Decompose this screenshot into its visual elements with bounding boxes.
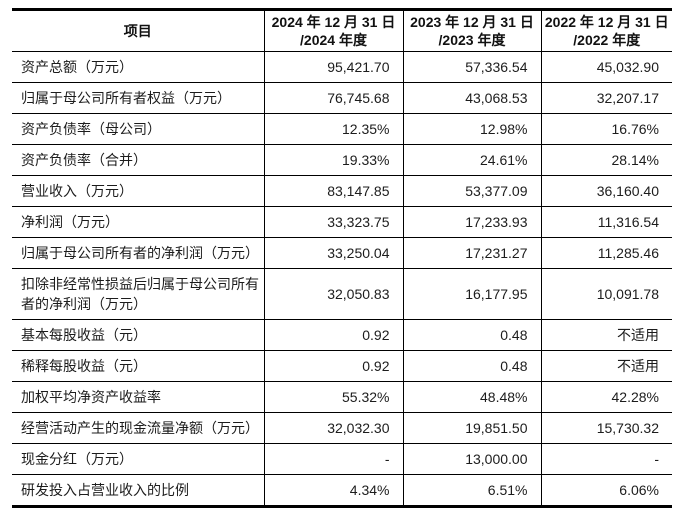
row-label: 扣除非经常性损益后归属于母公司所有者的净利润（万元） [12,268,264,320]
row-label: 资产负债率（母公司） [12,113,264,145]
row-label: 研发投入占营业收入的比例 [21,482,189,498]
row-label: 归属于母公司所有者的净利润（万元） [12,237,264,269]
row-label: 经营活动产生的现金流量净额（万元） [12,412,264,444]
table-row: 扣除非经常性损益后归属于母公司所有者的净利润（万元） 32,050.83 16,17… [12,268,672,320]
cell-value: 43,068.53 [402,82,541,114]
cell-value: 0.48 [402,350,541,382]
cell-value: 10,091.78 [540,268,672,320]
cell-value: 33,250.04 [263,237,403,269]
cell-value: 32,050.83 [263,268,403,320]
period-date: 2023 年 12 月 31 日 [410,14,534,30]
table-row: 归属于母公司所有者权益（万元） 76,745.68 43,068.53 32,207.… [12,82,672,114]
cell-value: 4.34% [263,474,403,507]
cell-value: 48.48% [402,381,541,413]
cell-value: 95,421.70 [263,51,403,83]
financial-summary-table: 项目 2024 年 12 月 31 日 /2024 年度 2023 年 12 月… [12,8,672,508]
cell-value: 11,316.54 [540,206,672,238]
cell-value: 19.33% [263,144,403,176]
row-label: 资产总额（万元） [12,51,264,83]
cell-value: 0.48 [402,319,541,351]
row-label: 加权平均净资产收益率 [12,381,264,413]
cell-value: 28.14% [540,144,672,176]
period-year: /2024 年度 [300,32,367,48]
period-year: /2023 年度 [438,32,506,48]
table-body: 资产总额（万元） 95,421.70 57,336.54 45,032.90 归属于母公… [12,51,672,507]
cell-value: 0.92 [263,350,403,382]
row-label: 净利润（万元） [12,206,264,238]
row-label: 基本每股收益（元） [12,319,264,351]
cell-value: 16.76% [540,113,672,145]
row-label: 现金分红（万元） [12,443,264,475]
cell-value: 32,032.30 [263,412,403,444]
cell-value: 16,177.95 [402,268,541,320]
cell-value: - [540,443,672,475]
table-header: 项目 2024 年 12 月 31 日 /2024 年度 2023 年 12 月… [12,9,672,52]
cell-value: 42.28% [540,381,672,413]
cell-value: 36,160.40 [540,175,672,207]
cell-value: 6.06% [540,474,672,507]
table-row: 归属于母公司所有者的净利润（万元） 33,250.04 17,231.27 11,28… [12,237,672,269]
table-row: 经营活动产生的现金流量净额（万元） 32,032.30 19,851.50 15,73… [12,412,672,444]
col-header-period-2023: 2023 年 12 月 31 日 /2023 年度 [402,9,541,52]
cell-value: 76,745.68 [263,82,403,114]
period-year: /2022 年度 [573,32,641,48]
table-row: 稀释每股收益（元） 0.92 0.48 不适用 [12,350,672,382]
cell-value: 不适用 [540,350,672,382]
cell-value: 不适用 [540,319,672,351]
item-header-label: 项目 [123,23,152,39]
cell-value: 0.92 [263,319,403,351]
col-header-period-2024: 2024 年 12 月 31 日 /2024 年度 [263,9,403,52]
table-row: 净利润（万元） 33,323.75 17,233.93 11,316.54 [12,206,672,238]
table-row: 营业收入（万元） 83,147.85 53,377.09 36,160.40 [12,175,672,207]
cell-value: 83,147.85 [263,175,403,207]
period-date: 2022 年 12 月 31 日 [544,14,669,30]
table-row: 资产负债率（合并） 19.33% 24.61% 28.14% [12,144,672,176]
cell-value: 12.35% [263,113,403,145]
table-row: 研发投入占营业收入的比例 4.34% 6.51% 6.06% [12,474,672,507]
cell-value: 13,000.00 [402,443,541,475]
table-row: 加权平均净资产收益率 55.32% 48.48% 42.28% [12,381,672,413]
col-header-item: 项目 [12,9,264,52]
cell-value: 33,323.75 [263,206,403,238]
cell-value: 32,207.17 [540,82,672,114]
cell-value: 19,851.50 [402,412,541,444]
cell-value: 17,233.93 [402,206,541,238]
table-row: 资产总额（万元） 95,421.70 57,336.54 45,032.90 [12,51,672,83]
table-row: 资产负债率（母公司） 12.35% 12.98% 16.76% [12,113,672,145]
cell-value: 15,730.32 [540,412,672,444]
row-label: 归属于母公司所有者权益（万元） [12,82,264,114]
cell-value: 6.51% [402,474,541,507]
cell-value: 53,377.09 [402,175,541,207]
period-date: 2024 年 12 月 31 日 [271,14,396,30]
cell-value: 11,285.46 [540,237,672,269]
cell-value: 17,231.27 [402,237,541,269]
cell-value: 45,032.90 [540,51,672,83]
cell-value: 12.98% [402,113,541,145]
table-row: 基本每股收益（元） 0.92 0.48 不适用 [12,319,672,351]
row-label: 稀释每股收益（元） [12,350,264,382]
col-header-period-2022: 2022 年 12 月 31 日 /2022 年度 [540,9,672,52]
row-label: 资产负债率（合并） [12,144,264,176]
cell-value: 24.61% [402,144,541,176]
cell-value: 55.32% [263,381,403,413]
cell-value: 57,336.54 [402,51,541,83]
row-label: 营业收入（万元） [12,175,264,207]
header-row: 项目 2024 年 12 月 31 日 /2024 年度 2023 年 12 月… [12,9,672,52]
table-row: 现金分红（万元） -13,000.00- [12,443,672,475]
cell-value: - [263,443,403,475]
